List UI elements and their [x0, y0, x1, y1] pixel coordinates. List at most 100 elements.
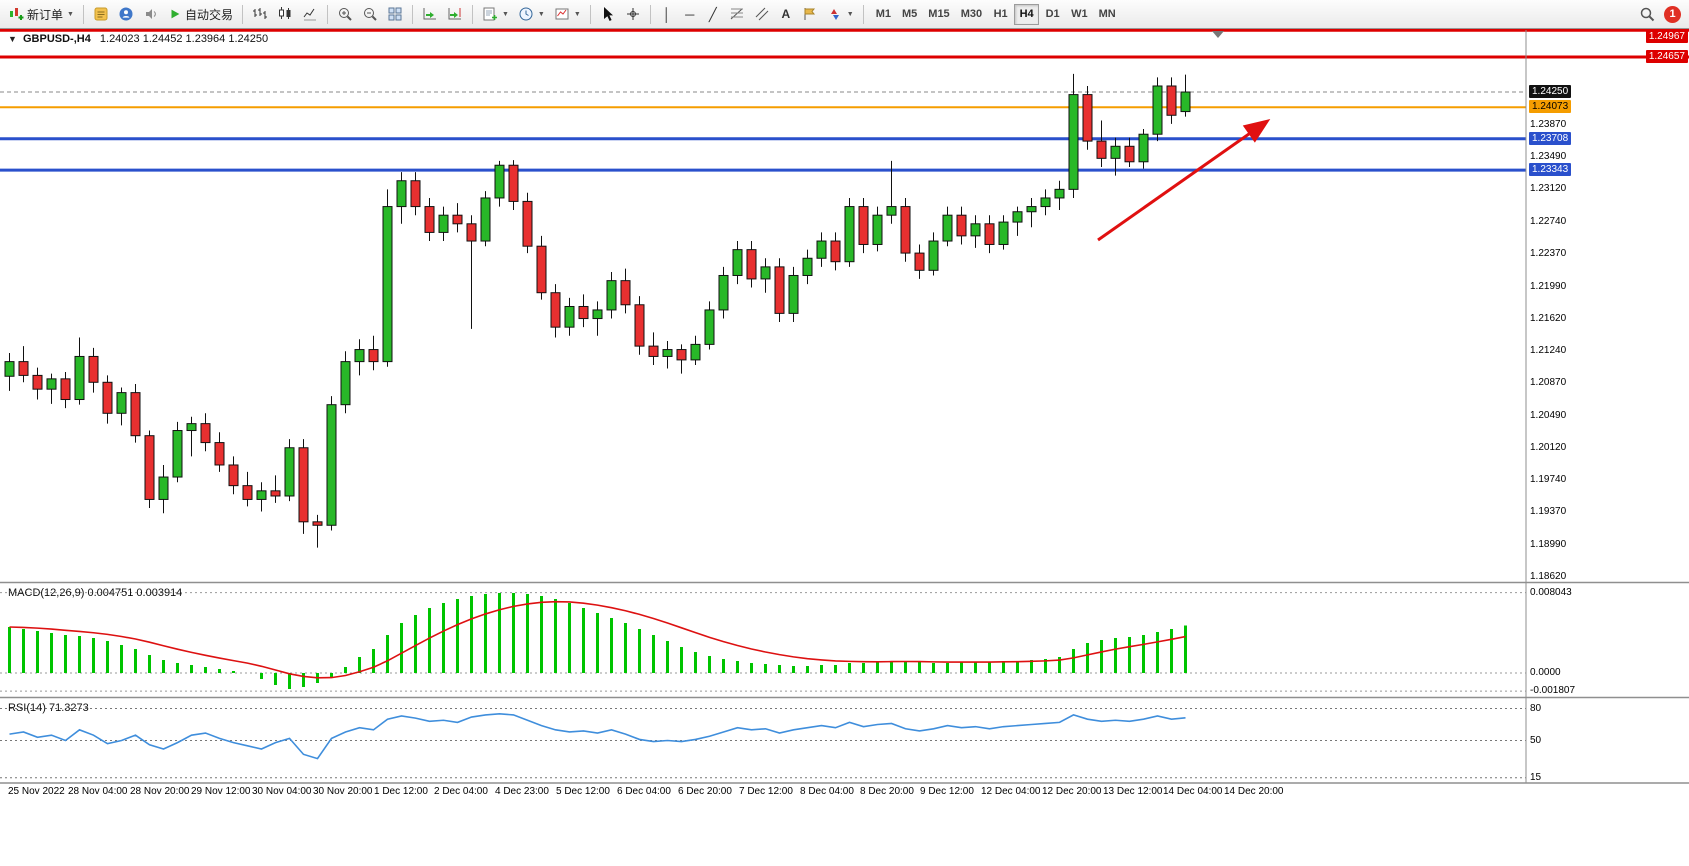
arrows-icon	[830, 9, 839, 20]
text-button[interactable]: A	[775, 3, 797, 26]
time-axis-label: 1 Dec 12:00	[374, 786, 428, 797]
auto-scroll-button[interactable]	[418, 3, 442, 26]
timeframe-m1-button[interactable]: M1	[871, 4, 896, 25]
panel-separators	[0, 30, 1689, 784]
zoom-in-button[interactable]	[333, 3, 357, 26]
timeframe-m5-button[interactable]: M5	[897, 4, 922, 25]
fibonacci-icon	[730, 8, 743, 20]
macd-scale-label: 0.008043	[1530, 586, 1572, 598]
price-scale-label: 1.23120	[1530, 183, 1567, 195]
trend-arrow-annotation[interactable]	[1097, 118, 1271, 242]
chart-shift-button[interactable]	[443, 3, 467, 26]
candles-layer	[4, 73, 1191, 548]
zoom-out-button[interactable]	[358, 3, 382, 26]
time-axis-label: 14 Dec 04:00	[1163, 786, 1223, 797]
rsi-title: RSI(14)	[8, 702, 46, 714]
timeframe-m15-button[interactable]: M15	[923, 4, 954, 25]
trendline-icon: ╱	[708, 6, 717, 22]
price-scale-label: 1.20870	[1530, 377, 1567, 389]
time-axis-label: 7 Dec 12:00	[739, 786, 793, 797]
timeframe-mn-button[interactable]: MN	[1094, 4, 1121, 25]
metaeditor-button[interactable]	[89, 3, 113, 26]
chart-menu-arrow-icon[interactable]: ▼	[8, 34, 17, 44]
cursor-icon	[603, 7, 613, 21]
templates-button[interactable]: ▼	[550, 3, 585, 26]
line-chart-button[interactable]	[298, 3, 322, 26]
rsi-scale-label: 50	[1530, 734, 1542, 746]
price-tag: 1.24967	[1645, 30, 1688, 43]
time-axis-label: 5 Dec 12:00	[556, 786, 610, 797]
new-order-button[interactable]: 新订单 ▼	[4, 3, 78, 26]
search-button[interactable]	[1635, 3, 1659, 26]
price-scale-label: 1.19370	[1530, 506, 1567, 518]
new-chart-button[interactable]: ▼	[478, 3, 513, 26]
rsi-scale-label: 15	[1530, 771, 1542, 783]
macd-header: MACD(12,26,9) 0.004751 0.003914	[8, 587, 182, 599]
autotrading-label: 自动交易	[184, 7, 233, 22]
time-axis-label: 28 Nov 04:00	[68, 786, 128, 797]
toolbar-separator	[471, 4, 473, 24]
channel-button[interactable]	[750, 3, 774, 26]
time-axis-label: 6 Dec 20:00	[678, 786, 732, 797]
text-label-button[interactable]	[798, 3, 822, 26]
price-scale-label: 1.20120	[1530, 441, 1567, 453]
toolbar: 新订单 ▼ 自动交易 ▼ ▼	[0, 0, 1689, 29]
macd-layer	[0, 592, 1526, 692]
chevron-down-icon: ▼	[67, 10, 74, 18]
trendline-button[interactable]: ╱	[702, 3, 724, 26]
bar-chart-icon	[252, 8, 267, 19]
toolbar-separator	[82, 4, 84, 24]
time-axis-label: 28 Nov 20:00	[130, 786, 190, 797]
price-tag: 1.24250	[1529, 85, 1572, 99]
rsi-header: RSI(14) 71.3273	[8, 702, 89, 714]
time-axis-label: 8 Dec 20:00	[860, 786, 914, 797]
toolbar-separator	[649, 4, 651, 24]
toolbar-separator	[589, 4, 591, 24]
bar-chart-button[interactable]	[248, 3, 272, 26]
time-axis-label: 29 Nov 12:00	[191, 786, 251, 797]
rsi-scale-label: 80	[1530, 702, 1542, 714]
time-axis-label: 30 Nov 04:00	[252, 786, 312, 797]
mql5-community-button[interactable]	[114, 3, 138, 26]
template-icon	[555, 8, 569, 20]
price-scale-label: 1.19740	[1530, 474, 1567, 486]
price-scale-label: 1.21990	[1530, 280, 1567, 292]
timeframe-m30-button[interactable]: M30	[956, 4, 987, 25]
time-axis-label: 13 Dec 12:00	[1103, 786, 1163, 797]
toolbar-separator	[326, 4, 328, 24]
new-order-label: 新订单	[27, 7, 64, 22]
sounds-button[interactable]	[139, 3, 163, 26]
channel-icon	[755, 7, 769, 21]
timeframe-toolbar: M1 M5 M15 M30 H1 H4 D1 W1 MN	[871, 3, 1121, 25]
notifications-badge[interactable]: 1	[1664, 5, 1681, 23]
crosshair-button[interactable]	[621, 3, 645, 26]
horizontal-line-button[interactable]: ─	[679, 3, 701, 26]
autotrading-button[interactable]: 自动交易	[164, 3, 237, 26]
levels-layer[interactable]	[0, 28, 1689, 172]
chart-symbol-period: GBPUSD-,H4	[22, 33, 91, 45]
timeframe-d1-button[interactable]: D1	[1040, 4, 1065, 25]
timeframe-h4-button[interactable]: H4	[1014, 3, 1040, 25]
price-scale-label: 1.18620	[1530, 570, 1567, 582]
timeframe-h1-button[interactable]: H1	[988, 4, 1013, 25]
time-axis-label: 4 Dec 23:00	[495, 786, 549, 797]
price-scale-label: 1.21240	[1530, 345, 1567, 357]
candlestick-chart-button[interactable]	[273, 3, 297, 26]
auto-scroll-icon	[423, 8, 436, 20]
toolbar-separator	[862, 4, 864, 24]
timeframe-w1-button[interactable]: W1	[1066, 4, 1093, 25]
vertical-line-button[interactable]: │	[656, 3, 678, 26]
person-icon	[119, 7, 133, 21]
profiles-button[interactable]: ▼	[514, 3, 549, 26]
new-order-icon	[10, 8, 24, 20]
new-chart-icon	[483, 7, 497, 21]
crosshair-icon	[626, 8, 639, 20]
arrows-button[interactable]: ▼	[823, 3, 858, 26]
macd-scale-label: 0.0000	[1530, 667, 1561, 678]
tile-windows-button[interactable]	[383, 3, 407, 26]
cursor-button[interactable]	[596, 3, 620, 26]
price-tag: 1.23343	[1529, 163, 1572, 177]
fibonacci-button[interactable]	[725, 3, 749, 26]
time-axis-label: 30 Nov 20:00	[313, 786, 373, 797]
